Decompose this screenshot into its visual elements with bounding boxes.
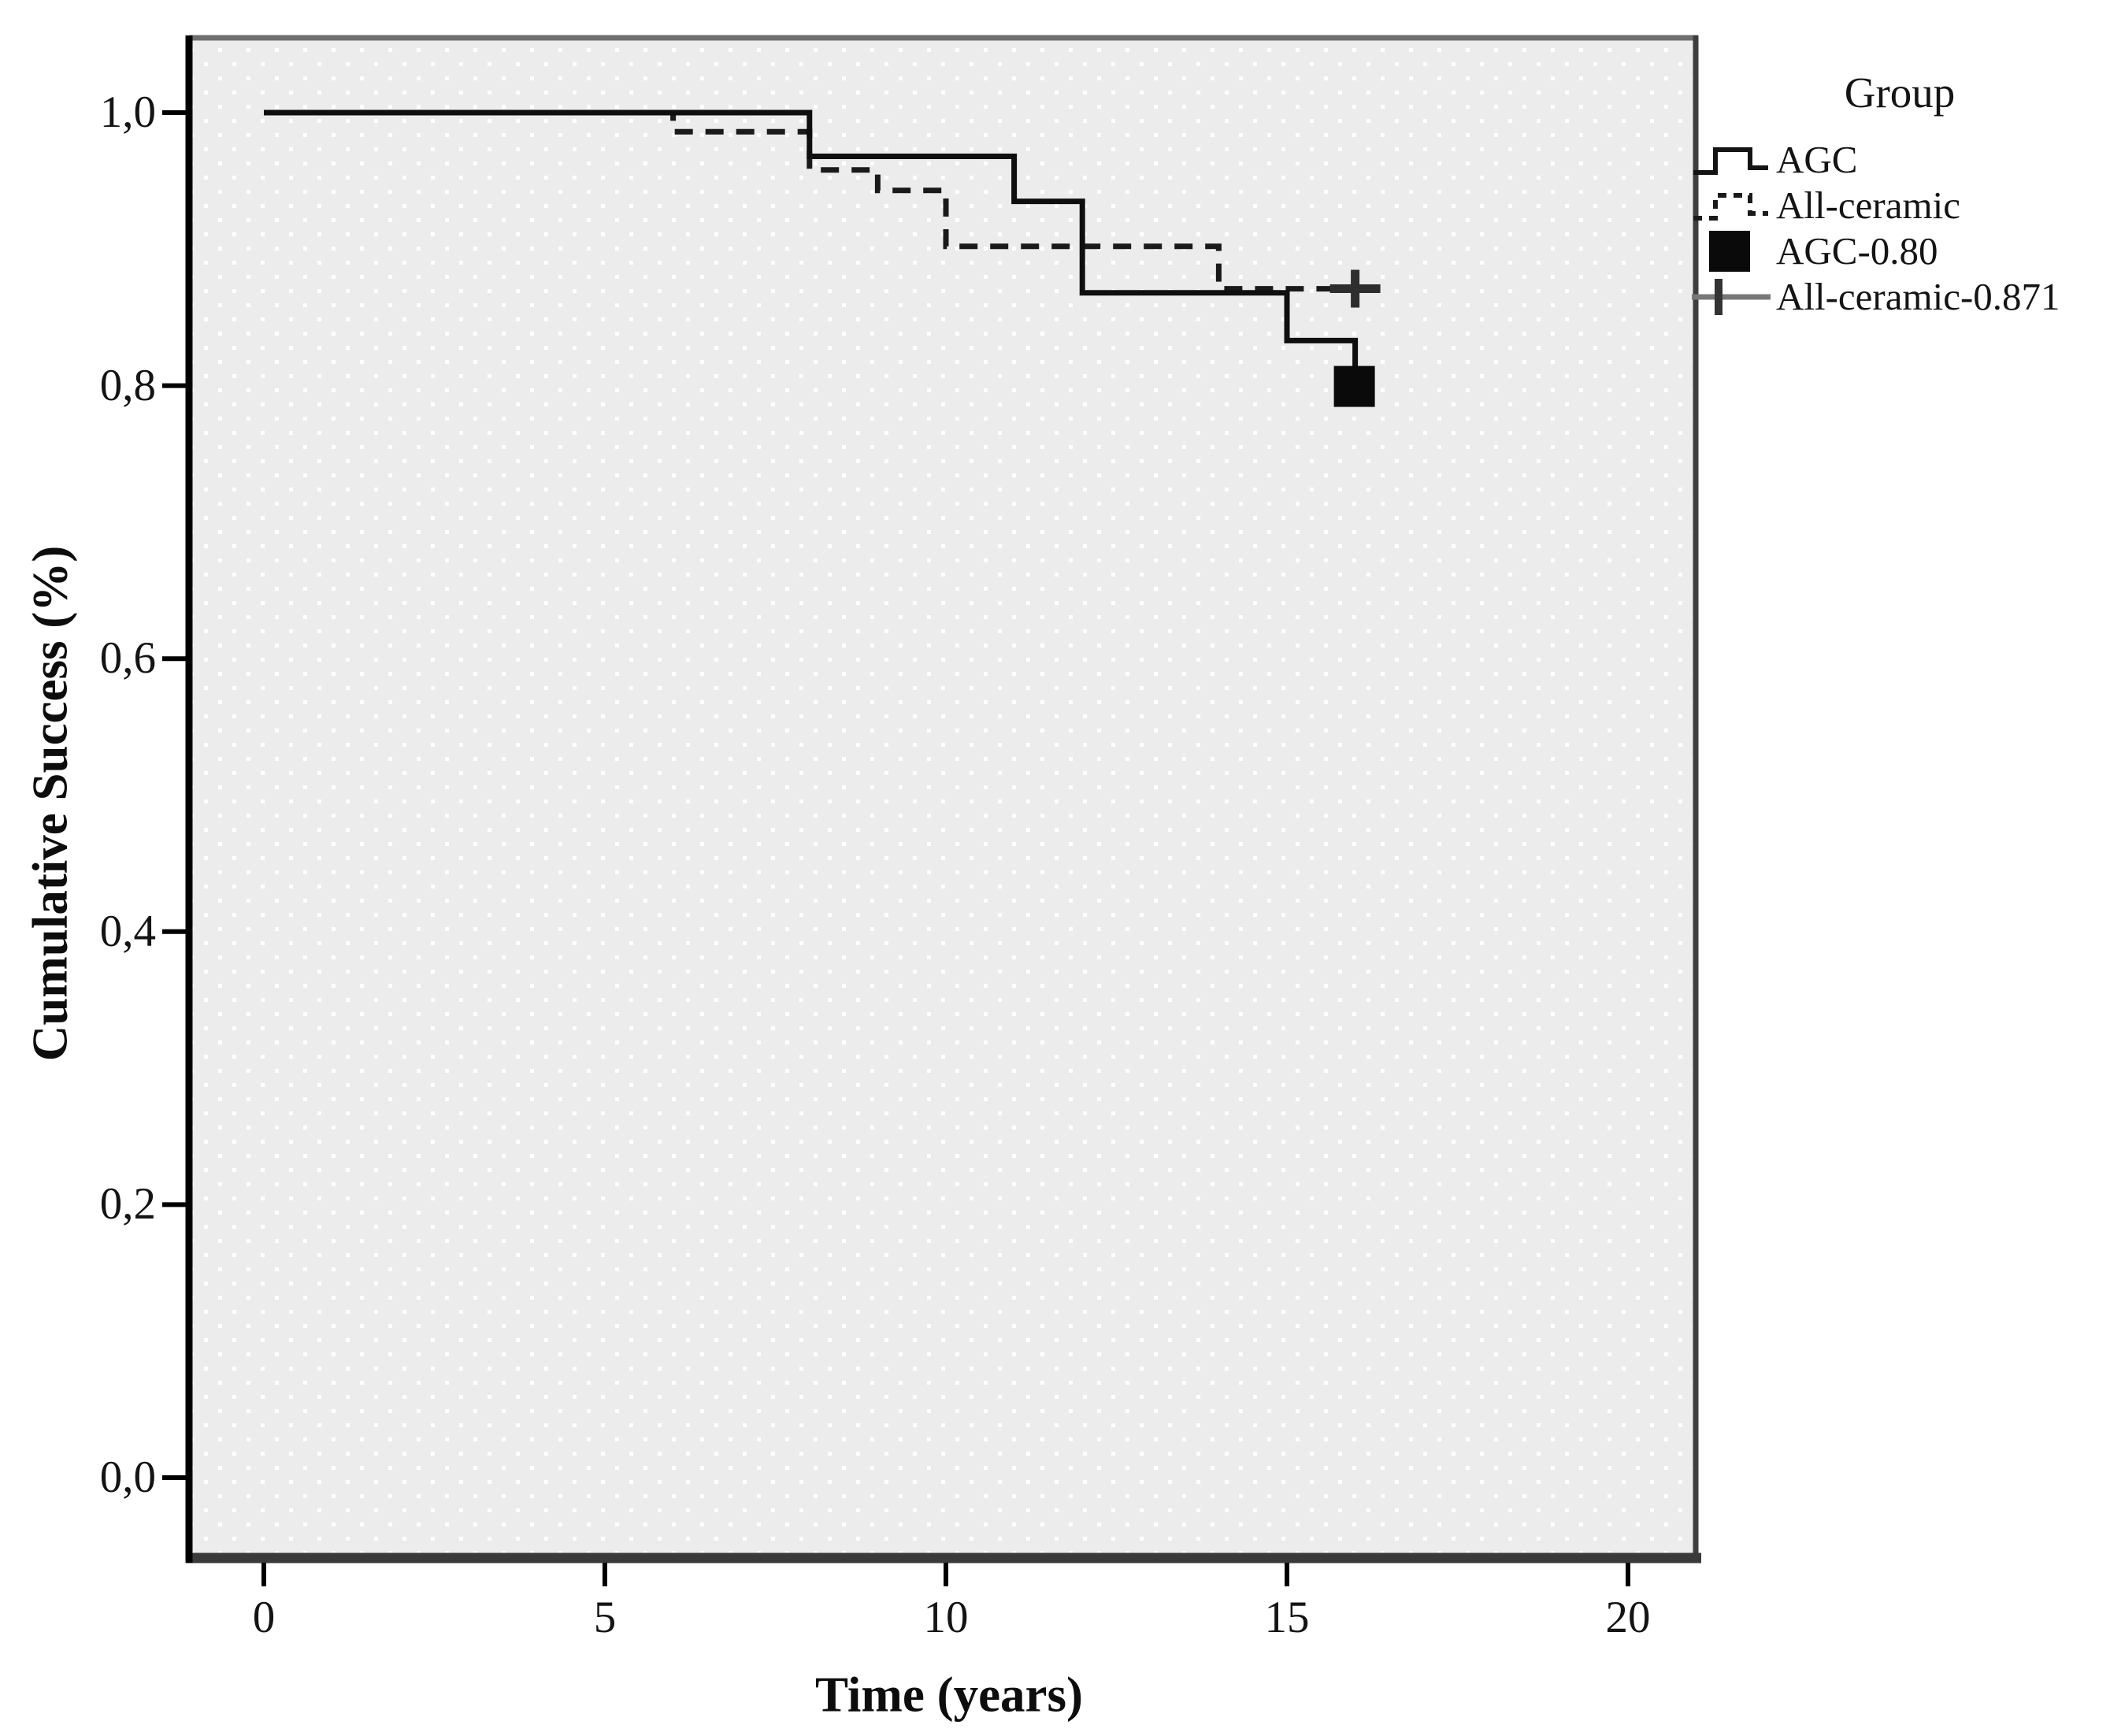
legend-item-all-ceramic-0871: All-ceramic-0.871: [1692, 274, 2108, 320]
all-ceramic-censor-plus: [1329, 269, 1381, 308]
y-tick-label: 0,6: [99, 633, 156, 683]
y-tick-label: 0,4: [99, 907, 156, 956]
plus-cross-marker-icon: [1692, 279, 1771, 315]
filled-square-icon: [1709, 231, 1750, 272]
y-tick-label: 0,2: [99, 1179, 156, 1229]
y-tick-label: 0,0: [99, 1452, 156, 1502]
agc-end-marker-square: [1333, 365, 1375, 407]
y-tick-label: 1,0: [99, 87, 156, 137]
dashed-step-line-icon: [1693, 193, 1768, 221]
x-tick-label: 5: [593, 1593, 617, 1642]
legend-title: Group: [1844, 69, 1956, 117]
x-tick-label: 20: [1605, 1593, 1651, 1642]
y-tick-label: 0,8: [99, 361, 156, 410]
legend: Group AGC All-ceramic AGC-0.80: [1692, 68, 2108, 320]
x-axis-title: Time (years): [815, 1667, 1083, 1723]
legend-label-all-ceramic: All-ceramic: [1776, 184, 1960, 227]
x-tick-label: 15: [1264, 1593, 1310, 1642]
legend-item-agc-080: AGC-0.80: [1692, 228, 2108, 274]
legend-label-all-ceramic-0871: All-ceramic-0.871: [1776, 275, 2060, 318]
legend-items: AGC All-ceramic AGC-0.80 All-cera: [1692, 137, 2108, 320]
solid-step-line-icon: [1693, 147, 1768, 175]
y-axis-title: Cumulative Success (%): [22, 545, 78, 1062]
agc-series-line: [264, 109, 1359, 386]
legend-item-all-ceramic: All-ceramic: [1692, 183, 2108, 228]
legend-label-agc: AGC: [1776, 138, 1858, 181]
legend-item-agc: AGC: [1692, 137, 2108, 183]
x-tick-label: 0: [252, 1593, 276, 1642]
plot-background: [189, 35, 1698, 1553]
legend-label-agc-080: AGC-0.80: [1776, 229, 1938, 273]
all-ceramic-series-line: [264, 109, 1355, 292]
x-tick-label: 10: [923, 1593, 969, 1642]
